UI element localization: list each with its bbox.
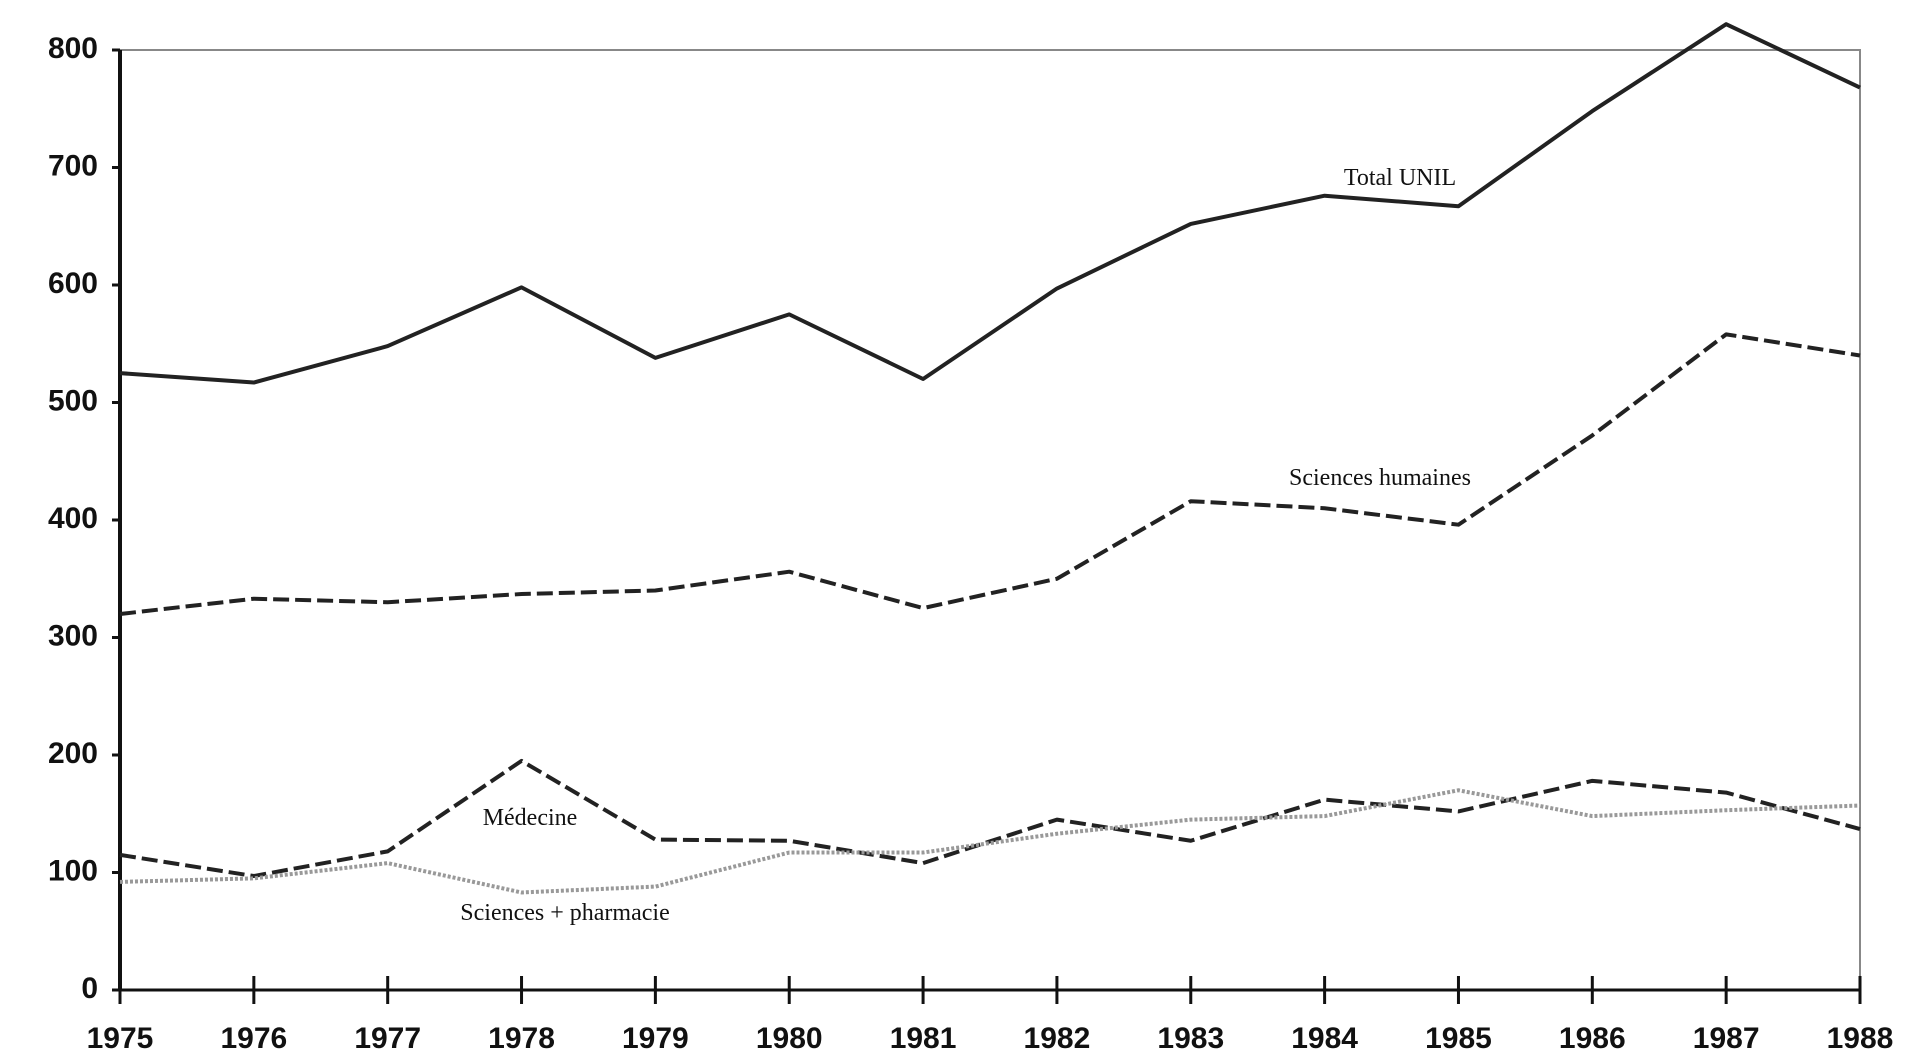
- x-tick-label: 1988: [1827, 1022, 1894, 1055]
- x-tick-label: 1987: [1693, 1022, 1760, 1055]
- y-tick-label: 800: [48, 32, 98, 65]
- y-tick-label: 600: [48, 267, 98, 300]
- series-label: Total UNIL: [1344, 165, 1456, 191]
- plot-frame: [119, 49, 1861, 991]
- x-tick-label: 1975: [87, 1022, 154, 1055]
- line-series: [119, 758, 1861, 879]
- x-tick-label: 1984: [1291, 1022, 1358, 1055]
- y-tick-label: 0: [81, 972, 98, 1005]
- line-series: [119, 788, 1861, 895]
- series-label: Sciences + pharmacie: [460, 900, 669, 926]
- x-tick-label: 1981: [890, 1022, 957, 1055]
- y-tick-label: 100: [48, 854, 98, 887]
- x-tick-label: 1978: [488, 1022, 555, 1055]
- x-tick-label: 1976: [220, 1022, 287, 1055]
- series-label: Médecine: [483, 805, 578, 831]
- y-tick-label: 300: [48, 619, 98, 652]
- x-tick-label: 1983: [1157, 1022, 1224, 1055]
- x-tick-label: 1980: [756, 1022, 823, 1055]
- y-tick-label: 500: [48, 384, 98, 417]
- y-tick-label: 400: [48, 502, 98, 535]
- y-tick-label: 200: [48, 737, 98, 770]
- x-tick-label: 1982: [1024, 1022, 1091, 1055]
- x-tick-label: 1985: [1425, 1022, 1492, 1055]
- line-series: [119, 332, 1861, 616]
- line-series: [119, 22, 1861, 385]
- x-tick-label: 1979: [622, 1022, 689, 1055]
- y-tick-label: 700: [48, 149, 98, 182]
- series-label: Sciences humaines: [1289, 465, 1471, 491]
- x-tick-label: 1977: [354, 1022, 421, 1055]
- x-tick-label: 1986: [1559, 1022, 1626, 1055]
